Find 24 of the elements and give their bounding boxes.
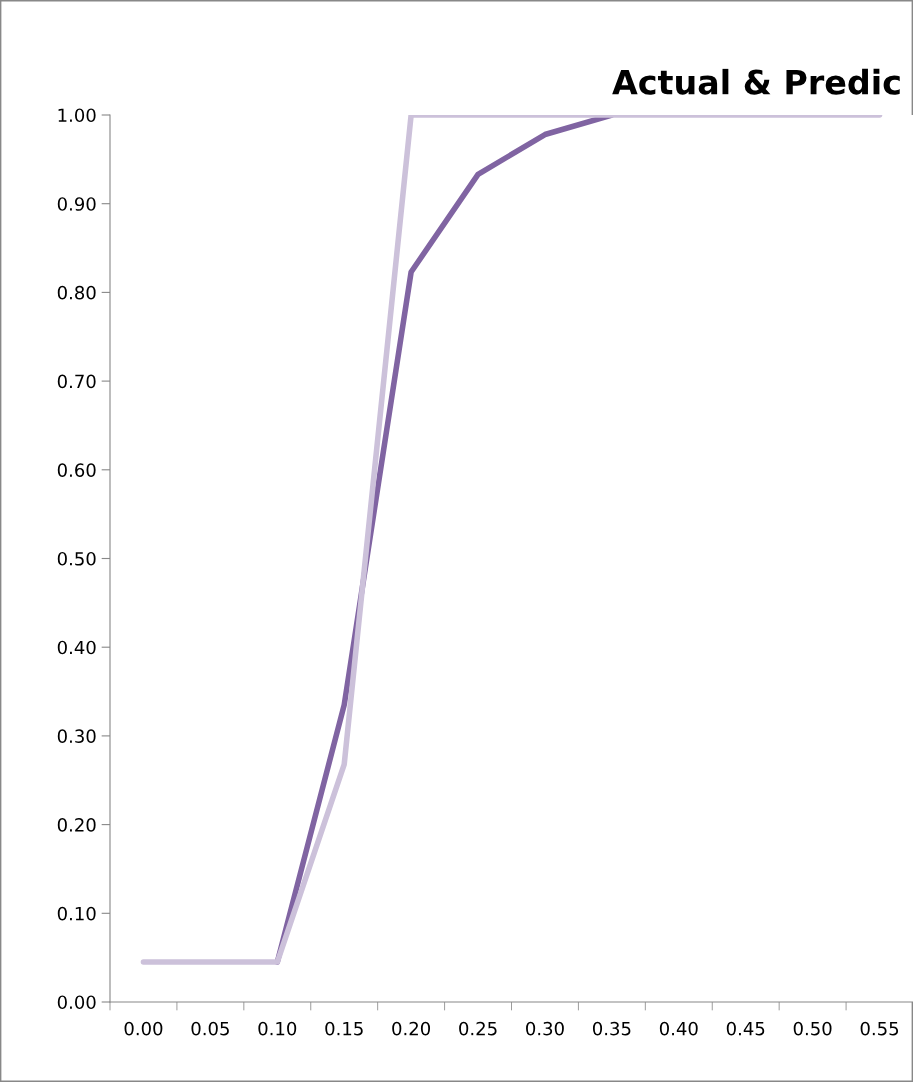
x-tick-label: 0.35: [592, 1021, 631, 1036]
x-tick-label: 0.40: [659, 1021, 698, 1036]
x-tick-label: 0.20: [392, 1021, 431, 1036]
y-tick-label: 0.90: [57, 197, 96, 211]
y-tick-label: 0.50: [57, 551, 96, 566]
y-tick-label: 0.10: [57, 906, 96, 921]
x-tick-label: 0.30: [526, 1021, 564, 1036]
x-tick-label: 0.10: [258, 1021, 297, 1036]
x-tick-label: 0.45: [726, 1021, 765, 1036]
y-tick-label: 0.70: [57, 374, 96, 389]
y-tick-label: 1.00: [58, 108, 96, 123]
chart-title: Actual & Predic: [612, 68, 900, 95]
x-tick-label: 0.55: [860, 1021, 899, 1036]
y-tick-label: 0.60: [57, 463, 96, 477]
x-tick-label: 0.15: [325, 1021, 363, 1036]
x-tick-label: 0.00: [124, 1021, 163, 1036]
y-tick-label: 0.30: [57, 729, 96, 744]
x-tick-label: 0.05: [191, 1021, 229, 1036]
y-tick-label: 0.40: [57, 640, 96, 655]
x-tick-label: 0.50: [793, 1021, 832, 1036]
y-tick-label: 0.00: [57, 995, 96, 1010]
y-tick-label: 0.20: [57, 818, 96, 832]
y-tick-label: 0.80: [57, 285, 96, 300]
x-tick-label: 0.25: [459, 1021, 497, 1036]
